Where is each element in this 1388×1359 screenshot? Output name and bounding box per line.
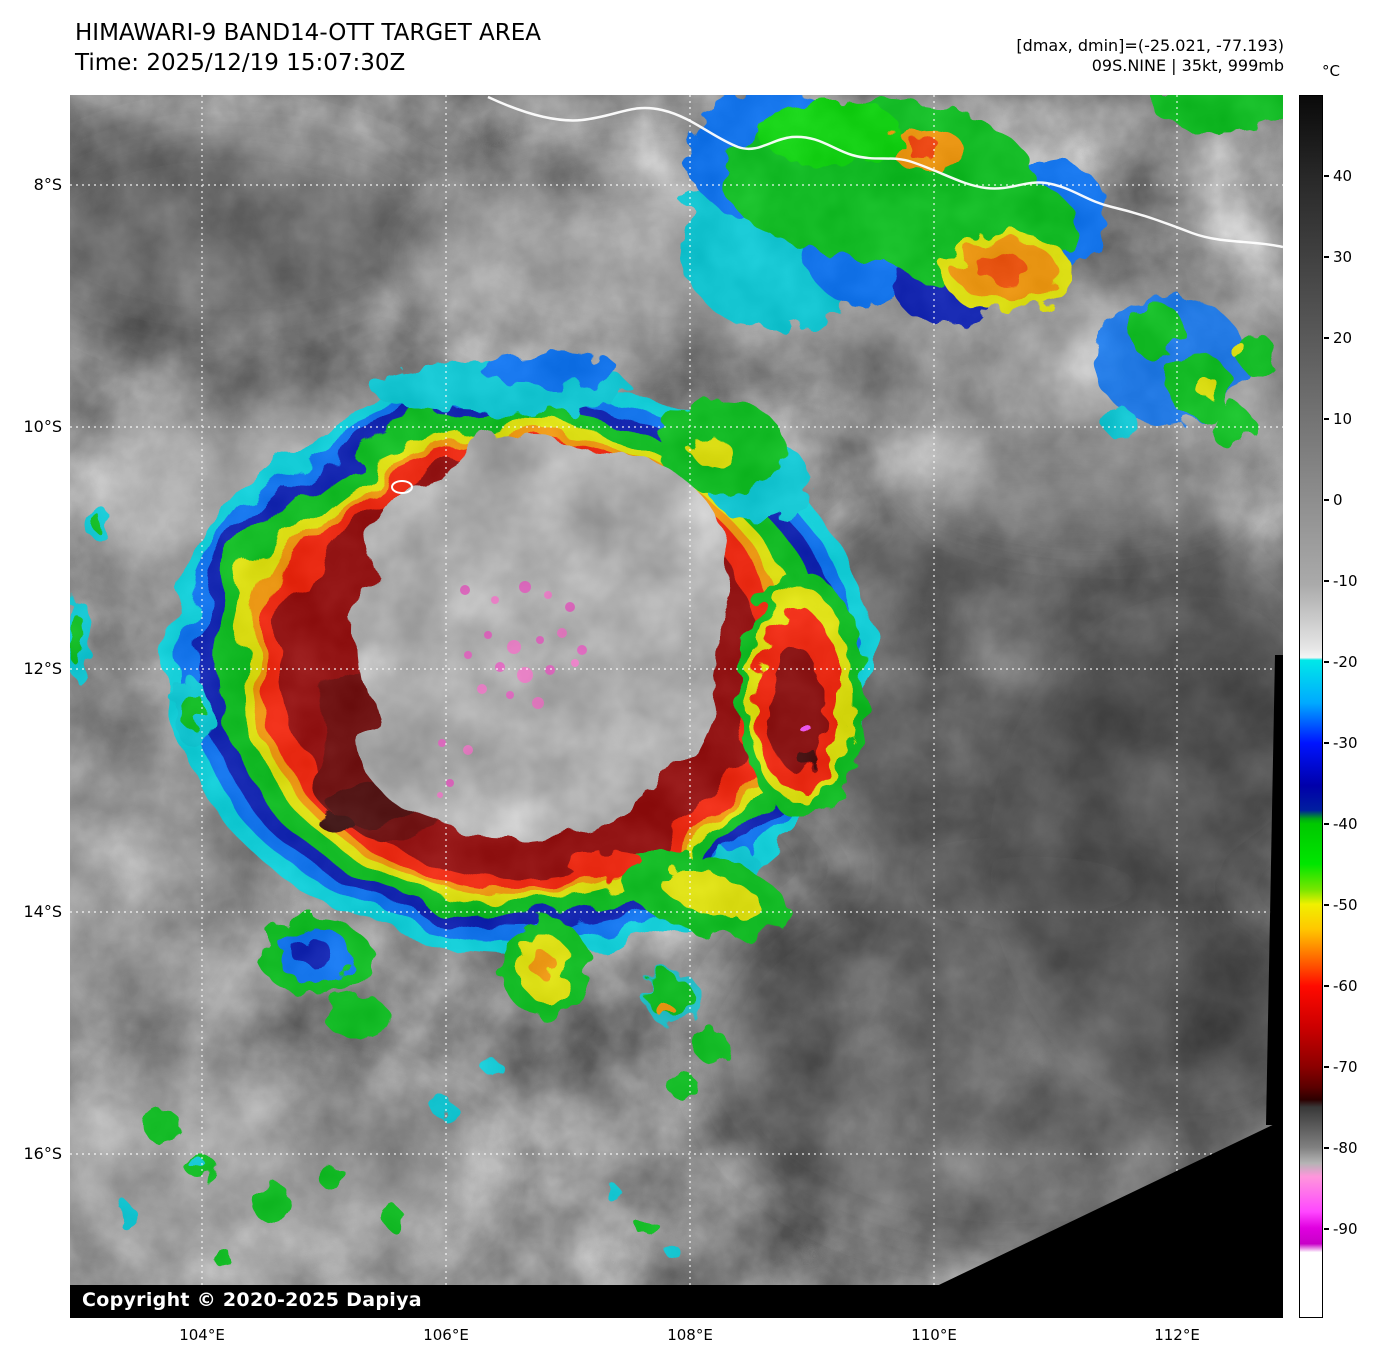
lon-label-106e: 106°E bbox=[423, 1326, 469, 1344]
colorbar-tick bbox=[1324, 498, 1329, 501]
colorbar-tick-label: -70 bbox=[1333, 1057, 1358, 1076]
dmax-dmin-readout: [dmax, dmin]=(-25.021, -77.193) bbox=[1016, 36, 1284, 55]
colorbar-tick-label: 40 bbox=[1333, 166, 1353, 185]
lat-label-14s: 14°S bbox=[23, 902, 62, 921]
lat-label-10s: 10°S bbox=[23, 417, 62, 436]
colorbar-unit-label: °C bbox=[1322, 62, 1340, 80]
colorbar-tick-label: 10 bbox=[1333, 409, 1353, 428]
colorbar-tick bbox=[1324, 984, 1329, 987]
graticule bbox=[70, 95, 1283, 1318]
colorbar-ticks: 40 30 20 10 0 -10 -20 -30 -40 -50 -60 -70 -80 -90 bbox=[1299, 95, 1385, 1318]
colorbar-tick-label: -30 bbox=[1333, 733, 1358, 752]
colorbar-tick-label: -90 bbox=[1333, 1219, 1358, 1238]
colorbar-tick bbox=[1324, 1227, 1329, 1230]
lon-label-104e: 104°E bbox=[179, 1326, 225, 1344]
island-outline bbox=[391, 480, 413, 494]
colorbar-tick bbox=[1324, 822, 1329, 825]
colorbar-tick-label: -80 bbox=[1333, 1138, 1358, 1157]
coastline bbox=[487, 95, 1283, 249]
lat-label-12s: 12°S bbox=[23, 659, 62, 678]
colorbar-tick-label: -50 bbox=[1333, 895, 1358, 914]
header-readouts: [dmax, dmin]=(-25.021, -77.193) 09S.NINE… bbox=[1016, 36, 1284, 76]
colorbar-tick bbox=[1324, 255, 1329, 258]
colorbar-tick bbox=[1324, 417, 1329, 420]
colorbar-tick-label: -60 bbox=[1333, 976, 1358, 995]
colorbar-gradient bbox=[1299, 95, 1323, 1318]
page-title: HIMAWARI-9 BAND14-OTT TARGET AREA bbox=[75, 20, 542, 46]
colorbar-tick-label: 20 bbox=[1333, 328, 1353, 347]
colorbar-tick bbox=[1324, 660, 1329, 663]
colorbar-tick bbox=[1324, 741, 1329, 744]
colorbar-tick bbox=[1324, 1146, 1329, 1149]
colorbar-tick bbox=[1324, 1065, 1329, 1068]
lon-label-110e: 110°E bbox=[911, 1326, 957, 1344]
storm-info: 09S.NINE | 35kt, 999mb bbox=[1091, 56, 1284, 75]
colorbar-tick bbox=[1324, 336, 1329, 339]
colorbar: 40 30 20 10 0 -10 -20 -30 -40 -50 -60 -70 -80 -90 bbox=[1299, 95, 1385, 1318]
lat-label-16s: 16°S bbox=[23, 1144, 62, 1163]
image-timestamp: Time: 2025/12/19 15:07:30Z bbox=[75, 50, 406, 76]
colorbar-tick bbox=[1324, 174, 1329, 177]
satellite-image bbox=[70, 95, 1283, 1318]
colorbar-tick-label: -10 bbox=[1333, 571, 1358, 590]
colorbar-tick bbox=[1324, 579, 1329, 582]
colorbar-tick-label: 0 bbox=[1333, 490, 1343, 509]
lon-label-108e: 108°E bbox=[667, 1326, 713, 1344]
colorbar-tick-label: 30 bbox=[1333, 247, 1353, 266]
noise-grain-overlay bbox=[70, 95, 1283, 1318]
lon-label-112e: 112°E bbox=[1154, 1326, 1200, 1344]
lat-label-8s: 8°S bbox=[33, 175, 62, 194]
colorbar-tick bbox=[1324, 903, 1329, 906]
colorbar-tick-label: -20 bbox=[1333, 652, 1358, 671]
scan-edge-black bbox=[70, 655, 1283, 1318]
satellite-map: Copyright © 2020-2025 Dapiya bbox=[70, 95, 1283, 1318]
copyright-text: Copyright © 2020-2025 Dapiya bbox=[82, 1289, 422, 1311]
colorbar-tick-label: -40 bbox=[1333, 814, 1358, 833]
